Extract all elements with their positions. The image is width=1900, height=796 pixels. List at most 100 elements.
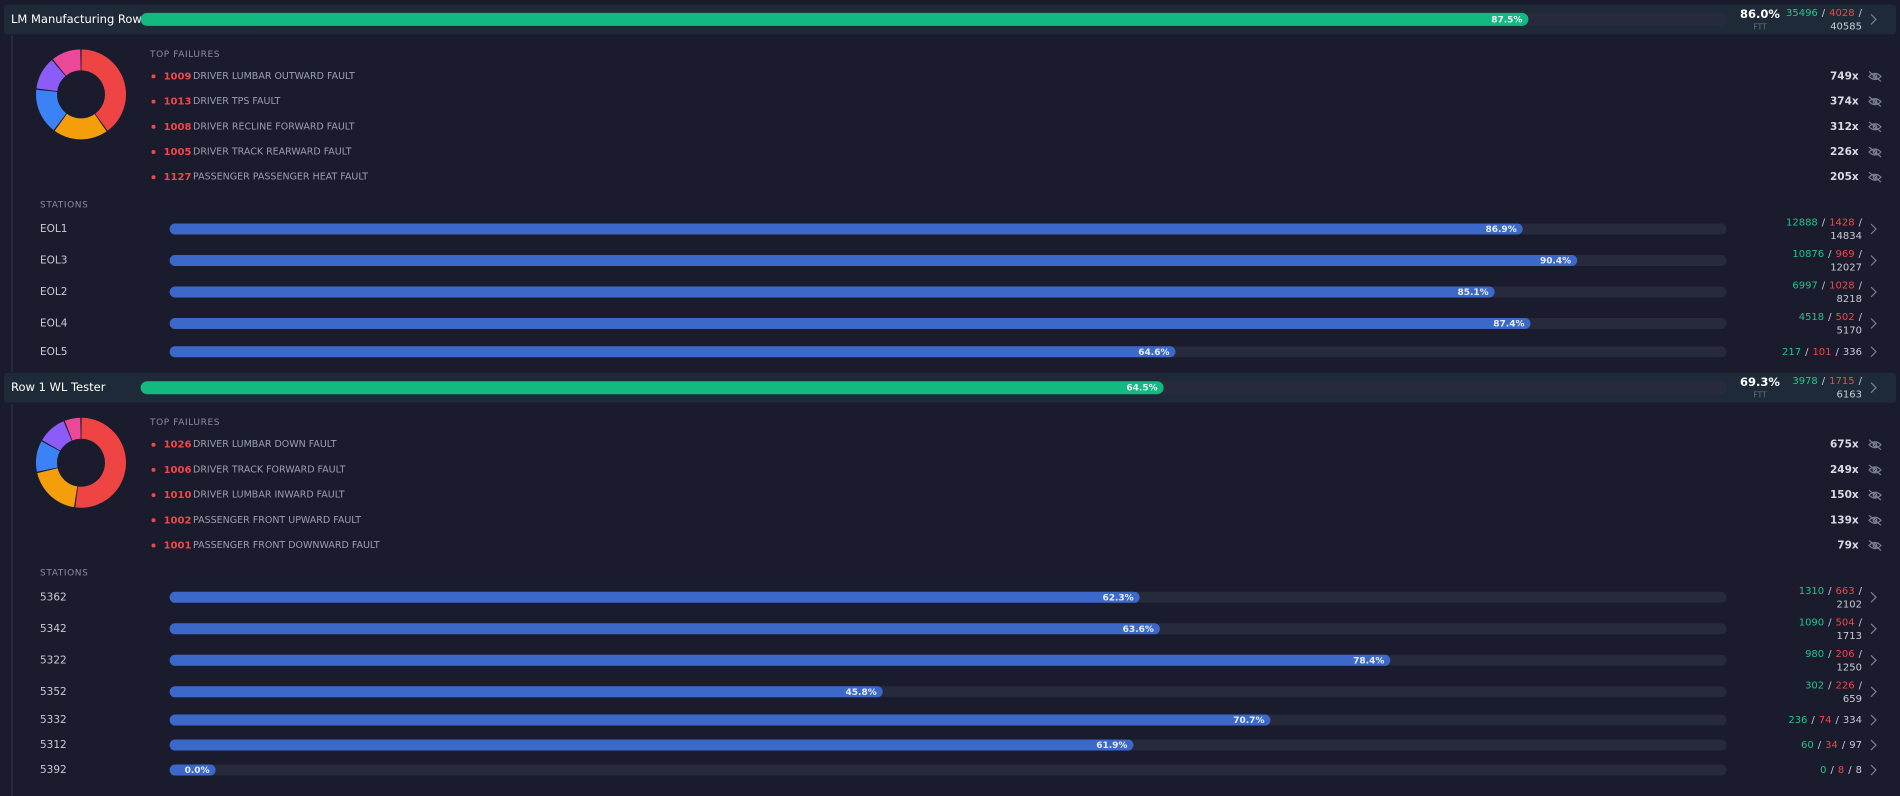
separator: / <box>1818 740 1822 751</box>
failure-count: 205x <box>1830 171 1859 183</box>
pass-count: 0 <box>1820 765 1826 776</box>
station-name: EOL3 <box>40 255 67 267</box>
total-count: 659 <box>1843 694 1862 705</box>
total-count: 97 <box>1849 740 1862 751</box>
total-count: 1713 <box>1837 631 1862 642</box>
counts: 236/74/334 <box>1788 715 1862 726</box>
eye-icon[interactable] <box>1868 96 1882 108</box>
separator: / <box>1828 312 1832 323</box>
total-count: 8218 <box>1837 294 1862 305</box>
eye-icon[interactable] <box>1868 146 1882 158</box>
counts: 35496/4028/ <box>1786 8 1863 19</box>
eye-icon[interactable] <box>1868 70 1882 82</box>
separator: / <box>1842 740 1846 751</box>
station-bar-label: 62.3% <box>1102 593 1133 603</box>
bullet <box>151 518 156 523</box>
chevron[interactable] <box>1870 739 1877 751</box>
chevron[interactable] <box>1870 714 1877 726</box>
station-bar <box>169 686 883 698</box>
ftt-value: 69.3% <box>1740 375 1780 389</box>
separator: / <box>1859 649 1863 660</box>
separator: / <box>1828 249 1832 260</box>
chevron[interactable] <box>1870 255 1877 266</box>
pass-count: 10876 <box>1792 249 1824 260</box>
chevron[interactable] <box>1870 382 1877 394</box>
bullet <box>151 124 156 129</box>
pass-count: 302 <box>1805 680 1824 691</box>
station-bar <box>169 286 1495 298</box>
chevron[interactable] <box>1870 591 1877 603</box>
fail-count: 226 <box>1836 680 1855 691</box>
chevron[interactable] <box>1870 764 1877 776</box>
fail-count: 502 <box>1836 312 1855 323</box>
counts: 302 / 226 / <box>1805 680 1863 691</box>
chevron[interactable] <box>1870 654 1877 666</box>
counts: 2102 <box>1837 599 1862 610</box>
station-name: 5342 <box>40 623 67 635</box>
pass-count: 3978 <box>1792 376 1817 387</box>
failure-name: PASSENGER FRONT DOWNWARD FAULT <box>193 540 380 551</box>
counts: 4518 / 502 / <box>1799 312 1863 323</box>
donut-segment <box>81 49 126 131</box>
eye-slash <box>1868 121 1882 133</box>
total-count: 6163 <box>1837 390 1862 401</box>
bullet <box>151 175 156 180</box>
eye-pupil <box>1872 99 1878 104</box>
failure-name: DRIVER RECLINE FORWARD FAULT <box>193 121 355 132</box>
failure-count: 675x <box>1830 439 1859 451</box>
eye-pupil <box>1872 124 1878 130</box>
pass-count: 12888 <box>1786 218 1818 229</box>
total-count: 12027 <box>1830 263 1862 274</box>
failure-count: 150x <box>1830 489 1859 501</box>
chevron[interactable] <box>1870 223 1877 235</box>
separator: / <box>1828 586 1832 597</box>
separator: / <box>1859 312 1863 323</box>
eye-icon[interactable] <box>1868 489 1882 501</box>
station-bar <box>169 255 1578 266</box>
counts: 5170 <box>1837 326 1862 337</box>
eye-icon[interactable] <box>1868 121 1882 133</box>
bullet <box>151 467 156 472</box>
pass-count: 217 <box>1782 347 1801 358</box>
eye-icon[interactable] <box>1868 439 1882 451</box>
chevron[interactable] <box>1870 346 1877 358</box>
failure-count: 139x <box>1830 514 1859 526</box>
eye-pupil <box>1872 492 1878 498</box>
ftt-value: 86.0% <box>1740 7 1780 21</box>
separator: / <box>1859 376 1863 387</box>
fail-count: 504 <box>1836 617 1855 628</box>
total-count: 14834 <box>1830 231 1862 242</box>
chevron[interactable] <box>1870 286 1877 298</box>
station-bar-label: 61.9% <box>1096 741 1127 751</box>
separator: / <box>1822 376 1826 387</box>
pass-count: 35496 <box>1786 8 1818 19</box>
fail-count: 206 <box>1836 649 1855 660</box>
eye-slash <box>1868 489 1882 501</box>
failure-name: PASSENGER FRONT UPWARD FAULT <box>193 515 361 526</box>
chevron[interactable] <box>1870 13 1877 25</box>
chevron[interactable] <box>1870 318 1877 329</box>
counts: 40585 <box>1830 21 1862 32</box>
eye-icon[interactable] <box>1868 464 1882 476</box>
station-bar-label: 70.7% <box>1233 716 1264 726</box>
total-count: 1250 <box>1837 662 1862 673</box>
pass-count: 60 <box>1801 740 1814 751</box>
station-name: 5332 <box>40 714 67 726</box>
fail-count: 8 <box>1838 765 1844 776</box>
station-bar-label: 45.8% <box>846 688 877 698</box>
eye-icon[interactable] <box>1868 514 1882 526</box>
fail-count: 1715 <box>1829 376 1854 387</box>
eye-icon[interactable] <box>1868 540 1882 551</box>
eye-pupil <box>1872 543 1878 548</box>
failure-name: DRIVER TPS FAULT <box>193 96 280 107</box>
separator: / <box>1805 347 1809 358</box>
chevron[interactable] <box>1870 686 1877 698</box>
separator: / <box>1836 347 1840 358</box>
chevron[interactable] <box>1870 623 1877 635</box>
eye-icon[interactable] <box>1868 171 1882 183</box>
failure-name: PASSENGER PASSENGER HEAT FAULT <box>193 172 368 183</box>
station-bar <box>169 318 1531 329</box>
header-bar-label: 87.5% <box>1491 15 1522 25</box>
total-count: 334 <box>1843 715 1862 726</box>
